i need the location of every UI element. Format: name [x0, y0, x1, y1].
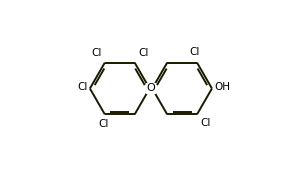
Text: Cl: Cl	[78, 82, 88, 93]
Text: Cl: Cl	[201, 118, 211, 128]
Text: Cl: Cl	[91, 48, 102, 58]
Text: O: O	[147, 84, 155, 93]
Text: Cl: Cl	[190, 47, 200, 57]
Text: Cl: Cl	[98, 119, 109, 129]
Text: Cl: Cl	[139, 48, 149, 58]
Text: OH: OH	[215, 82, 231, 93]
